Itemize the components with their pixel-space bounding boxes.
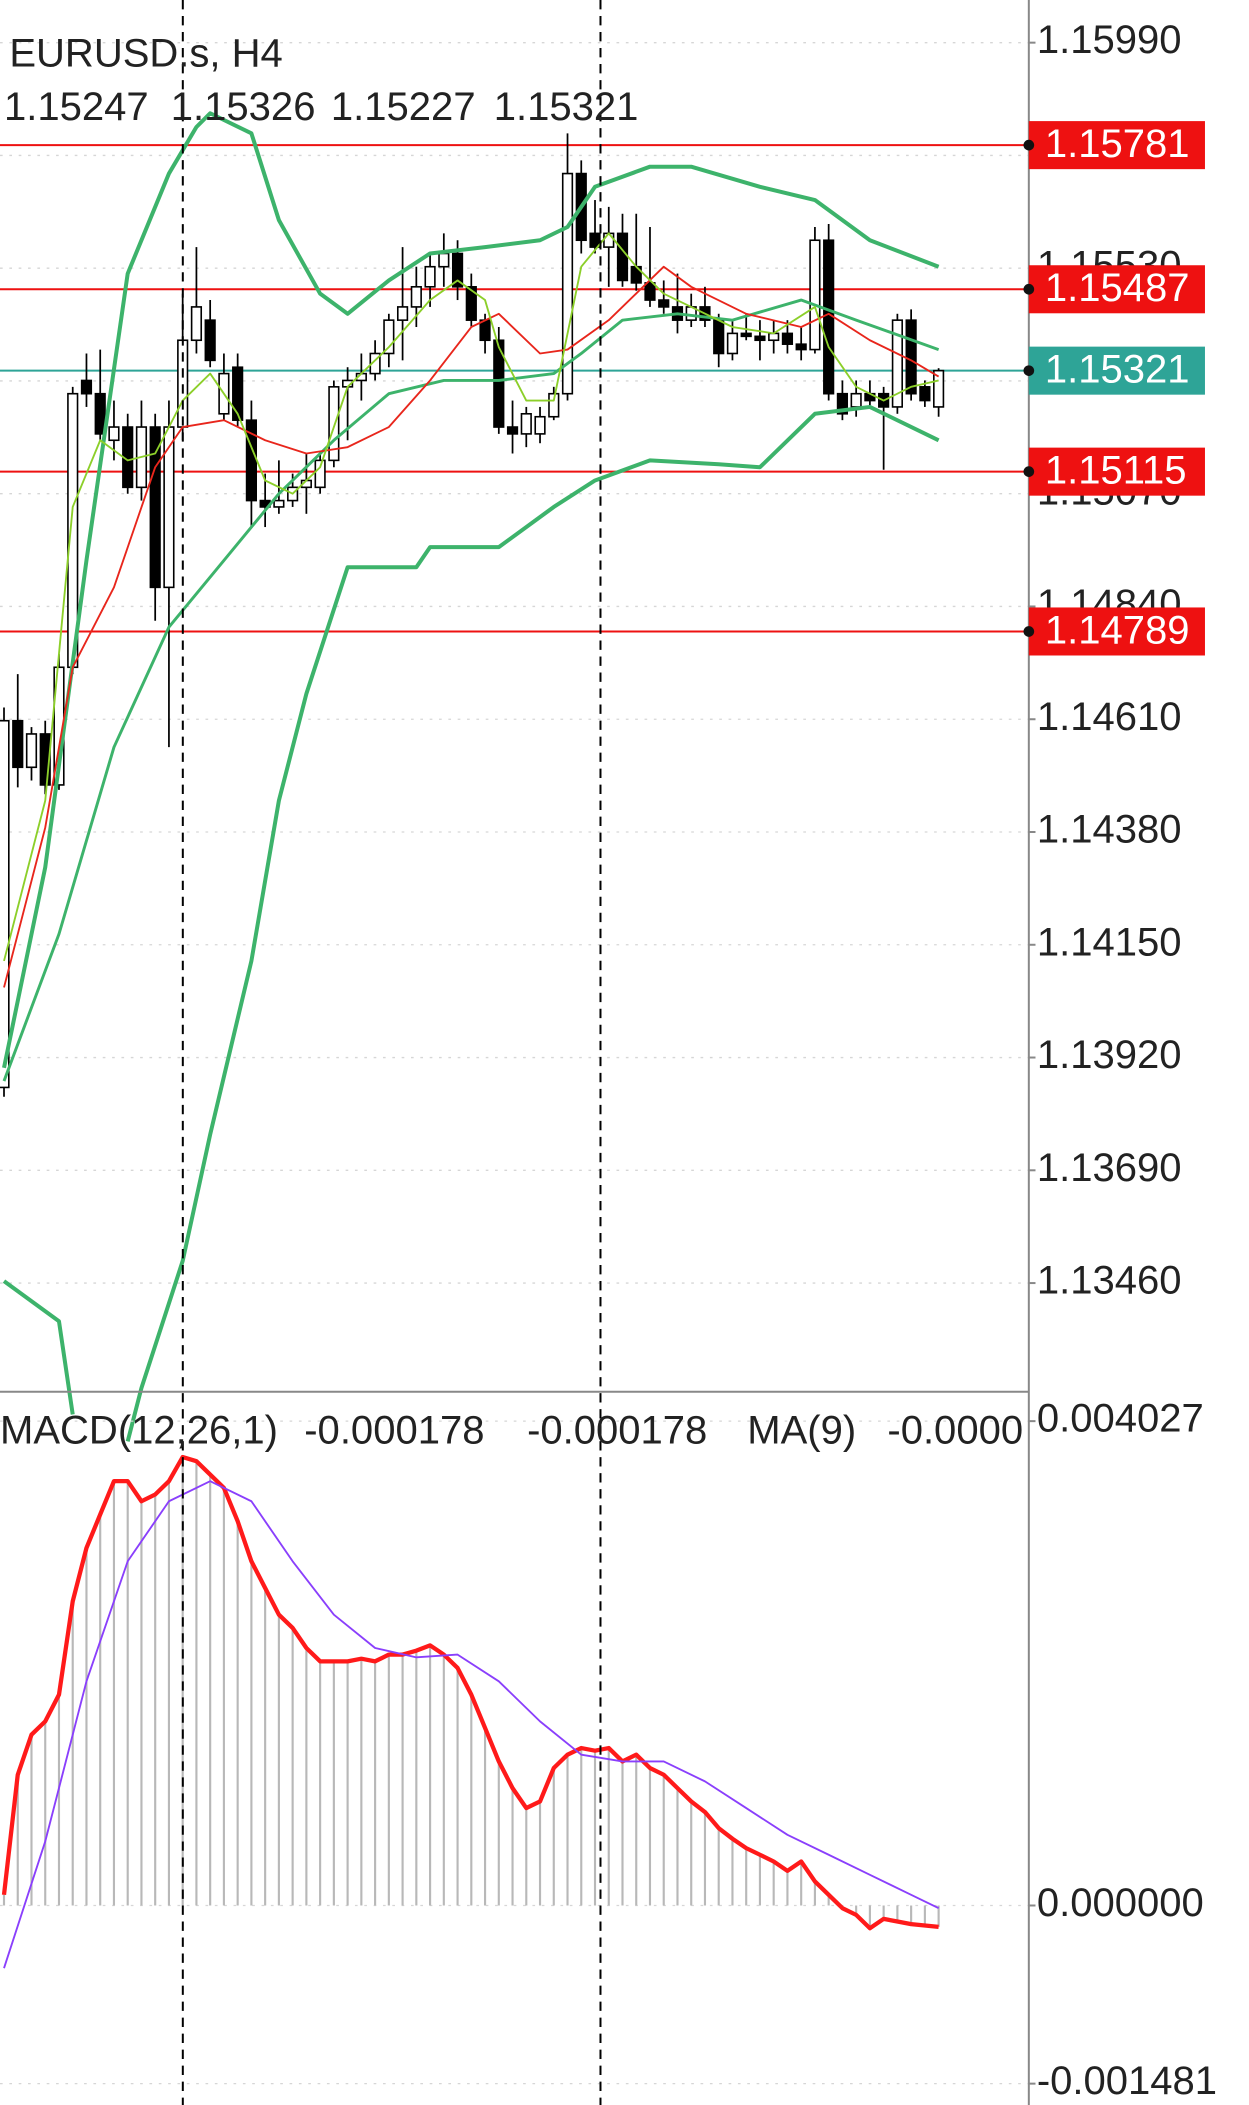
- price-level-dot: [1023, 365, 1035, 376]
- candle-body: [396, 306, 409, 321]
- candle-body: [479, 319, 491, 342]
- candle-body: [204, 319, 216, 362]
- price-level-box: [1028, 265, 1205, 314]
- y-tick-label: -0.001481: [1037, 2059, 1217, 2103]
- candle-body: [781, 332, 794, 345]
- signal-line: [3, 1480, 940, 1969]
- candle-body: [451, 252, 464, 288]
- price-level-dot: [1023, 283, 1035, 295]
- candle-body: [905, 319, 917, 395]
- candle-body: [658, 299, 670, 308]
- candle-body: [0, 719, 10, 1089]
- ohlc-high: 1.15326: [171, 85, 316, 129]
- y-tick-label: 0.004027: [1037, 1397, 1204, 1441]
- indicator-line: [3, 232, 939, 962]
- candle-body: [25, 733, 38, 769]
- candle-body: [713, 319, 725, 355]
- ohlc-open: 1.15247: [4, 85, 149, 129]
- price-level-dot: [1023, 626, 1035, 637]
- candle-body: [768, 332, 780, 342]
- candle-body: [369, 352, 381, 375]
- candle-body: [561, 172, 574, 395]
- candle-body: [410, 286, 422, 308]
- y-tick-label: 1.13920: [1037, 1033, 1182, 1077]
- indicator-line: [2, 111, 940, 1069]
- candle-body: [190, 306, 203, 342]
- y-tick-label: 1.14150: [1037, 920, 1182, 964]
- price-level-dot: [1023, 139, 1035, 151]
- candle-body: [850, 392, 862, 408]
- candle-body: [149, 426, 161, 589]
- signal-name: MA(9): [747, 1409, 856, 1453]
- macd-title: MACD(12,26,1): [0, 1409, 278, 1453]
- candle-body: [94, 392, 106, 435]
- macd-line: [1, 1454, 939, 1931]
- candle-body: [465, 286, 477, 321]
- candle-body: [534, 415, 546, 435]
- price-level-box: [1028, 121, 1205, 170]
- indicator-line: [3, 265, 940, 988]
- candle-body: [644, 282, 656, 301]
- y-tick-label: 1.13690: [1037, 1146, 1182, 1190]
- candle-body: [891, 319, 903, 408]
- candle-body: [493, 339, 505, 428]
- candle-body: [39, 733, 51, 786]
- signal-value: -0.0000: [887, 1409, 1023, 1453]
- candle-body: [548, 392, 560, 418]
- header: EURUSD.s, H4 1.15247 1.15326 1.15227 1.1…: [0, 32, 1023, 1453]
- price-pane: [0, 41, 1029, 1442]
- candle-body: [520, 412, 532, 435]
- price-level-label: 1.14789: [1045, 608, 1190, 652]
- candle-body: [273, 499, 285, 508]
- indicator-line: [2, 1279, 75, 1415]
- candle-body: [809, 239, 821, 351]
- price-level-box: [1028, 447, 1205, 496]
- candle-body: [726, 332, 739, 355]
- price-level-label: 1.15115: [1045, 449, 1187, 493]
- candle-body: [424, 265, 436, 288]
- axis-layer: 1.159901.157601.155301.153001.150701.148…: [0, 0, 1217, 2105]
- candle-body: [754, 335, 766, 342]
- y-tick-label: 1.13460: [1037, 1259, 1182, 1303]
- price-level-box: [1028, 346, 1205, 395]
- indicator-line: [2, 298, 940, 1082]
- candle-body: [232, 366, 244, 421]
- candle-body: [836, 392, 849, 415]
- candle-body: [383, 319, 395, 355]
- candle-body: [740, 332, 752, 338]
- y-tick-label: 1.14610: [1037, 695, 1182, 739]
- price-level-label: 1.15781: [1045, 122, 1190, 166]
- candle-body: [108, 426, 120, 442]
- macd-value: -0.000178: [527, 1409, 707, 1453]
- candle-body: [616, 232, 629, 282]
- candle-body: [314, 459, 326, 489]
- candle-body: [795, 343, 807, 351]
- price-level-dot: [1023, 466, 1035, 477]
- price-level-label: 1.15487: [1045, 266, 1190, 310]
- price-level-label: 1.15321: [1045, 348, 1190, 392]
- candle-body: [919, 386, 931, 402]
- candle-body: [933, 369, 945, 408]
- candle-body: [80, 379, 93, 395]
- candle-body: [12, 719, 24, 769]
- y-tick-label: 1.15990: [1037, 18, 1182, 62]
- price-level-box: [1028, 607, 1205, 656]
- candle-body: [603, 232, 615, 248]
- candle-body: [506, 426, 519, 435]
- macd-value: -0.000178: [304, 1409, 484, 1453]
- indicator-line: [125, 404, 940, 1442]
- symbol-title: EURUSD.s, H4: [9, 32, 283, 76]
- ohlc-low: 1.15227: [331, 85, 476, 129]
- y-tick-label: 0.000000: [1037, 1881, 1204, 1925]
- y-tick-label: 1.14380: [1037, 808, 1182, 852]
- candle-body: [438, 252, 450, 268]
- ohlc-close: 1.15321: [494, 85, 639, 129]
- macd-pane: [0, 1420, 1029, 2085]
- candle-body: [328, 386, 340, 462]
